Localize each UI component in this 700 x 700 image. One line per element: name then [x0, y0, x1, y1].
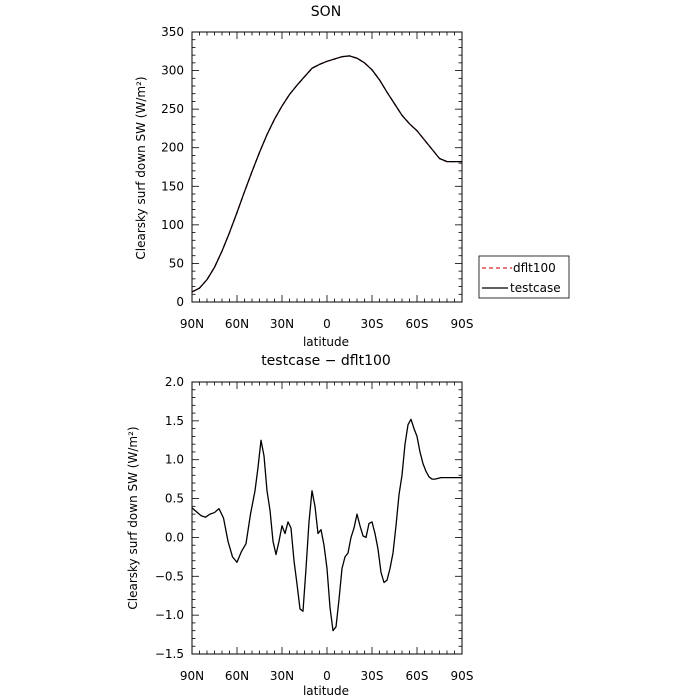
top-series-group [191, 55, 462, 293]
top-ticks [191, 31, 463, 303]
top-x-tick-label: 30N [270, 317, 294, 331]
top-y-axis-title: Clearsky surf down SW (W/m²) [134, 76, 148, 259]
top-series-line-testcase [191, 55, 462, 293]
top-y-tick-label: 250 [161, 102, 184, 116]
bottom-series-group [191, 418, 462, 632]
bottom-x-tick-label: 0 [323, 669, 331, 683]
bottom-y-tick-label: −1.5 [155, 647, 184, 661]
bottom-y-tick-label: −0.5 [155, 569, 184, 583]
bottom-x-tick-label: 30S [361, 669, 384, 683]
bottom-panel: testcase − dflt100 90N 60N 30N 0 30S 60S 90S −1… [126, 353, 473, 698]
top-y-tick-label: 100 [161, 218, 184, 232]
top-x-tick-label: 60S [406, 317, 429, 331]
top-y-tick-label: 350 [161, 25, 184, 39]
legend: dflt100 testcase [478, 255, 570, 299]
top-series-line-dflt100 [191, 55, 462, 293]
top-y-tick-label: 300 [161, 64, 184, 78]
top-x-axis-title: latitude [303, 335, 349, 349]
bottom-ticks [191, 381, 463, 655]
bottom-y-tick-label: 0.0 [165, 530, 184, 544]
legend-box [478, 255, 570, 299]
bottom-y-tick-label: −1.0 [155, 608, 184, 622]
top-y-tick-label: 50 [169, 256, 184, 270]
top-y-tick-label: 200 [161, 141, 184, 155]
top-y-tick-label: 0 [176, 295, 184, 309]
top-chart-title: SON [311, 4, 341, 20]
bottom-y-axis-title: Clearsky surf down SW (W/m²) [126, 426, 140, 609]
bottom-series-line-0 [191, 418, 462, 632]
top-x-tick-label: 90S [451, 317, 474, 331]
top-x-tick-label: 60N [225, 317, 249, 331]
top-panel: SON 90N 60N 30N 0 30S 60S 90S 0 50 100 150 200 250 30… [134, 4, 473, 349]
bottom-tick-labels: 90N 60N 30N 0 30S 60S 90S −1.5 −1.0 −0.5 0.0 0.5 1.0… [155, 375, 474, 683]
top-x-tick-label: 0 [323, 317, 331, 331]
bottom-plot-frame [191, 381, 463, 655]
top-x-tick-label: 90N [180, 317, 204, 331]
top-y-tick-label: 150 [161, 179, 184, 193]
bottom-x-tick-label: 60S [406, 669, 429, 683]
bottom-x-tick-label: 90N [180, 669, 204, 683]
bottom-x-tick-label: 30N [270, 669, 294, 683]
top-plot-frame [191, 31, 463, 303]
top-x-tick-label: 30S [361, 317, 384, 331]
bottom-y-tick-label: 0.5 [165, 492, 184, 506]
legend-label-testcase: testcase [510, 281, 561, 295]
bottom-x-tick-label: 60N [225, 669, 249, 683]
bottom-y-tick-label: 1.0 [165, 453, 184, 467]
top-tick-labels: 90N 60N 30N 0 30S 60S 90S 0 50 100 150 200 250 300 350 [161, 25, 473, 331]
bottom-y-tick-label: 1.5 [165, 414, 184, 428]
bottom-x-axis-title: latitude [303, 684, 349, 698]
legend-label-dflt100: dflt100 [513, 261, 556, 275]
bottom-y-tick-label: 2.0 [165, 375, 184, 389]
bottom-x-tick-label: 90S [451, 669, 474, 683]
bottom-chart-title: testcase − dflt100 [261, 353, 391, 369]
